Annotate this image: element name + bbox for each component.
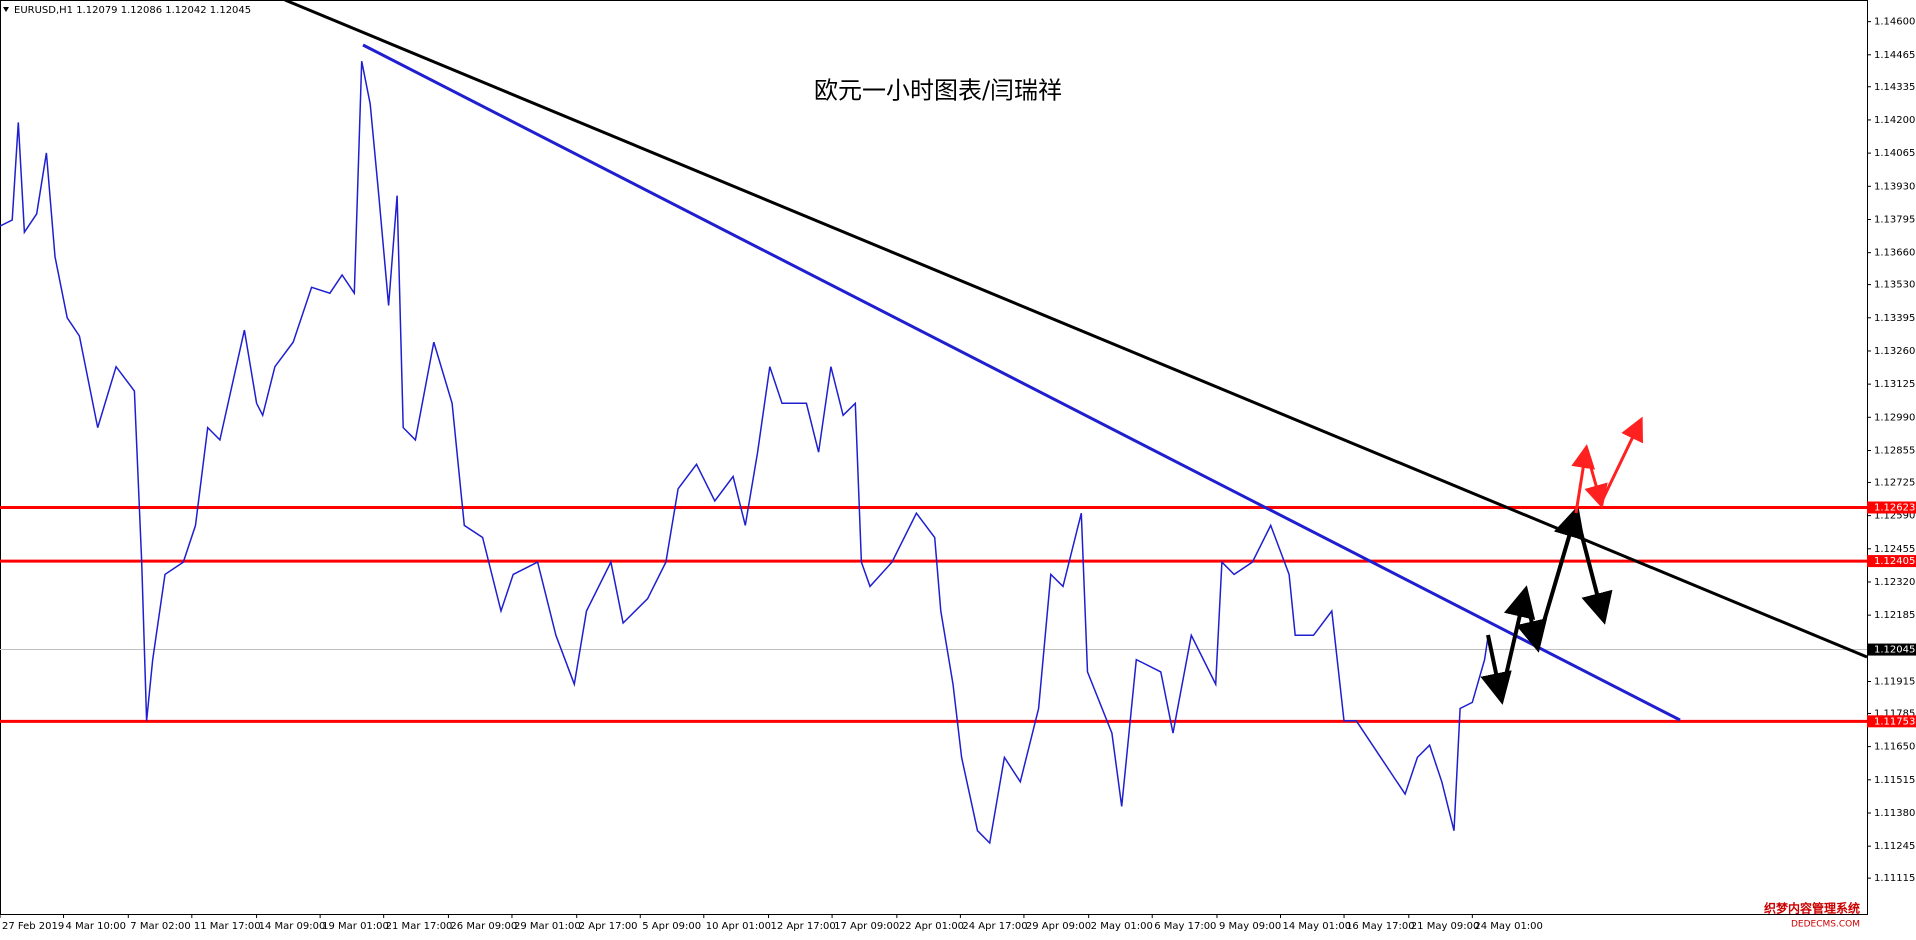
x-tick-label: 27 Feb 2019 <box>2 921 64 932</box>
price-tag-label: 1.12405 <box>1874 556 1915 567</box>
arrow <box>1584 449 1608 509</box>
price-tag <box>1867 715 1916 728</box>
x-tick-label: 12 Apr 17:00 <box>771 921 836 932</box>
y-tick-label: 1.11785 <box>1874 708 1915 719</box>
y-tick-label: 1.13660 <box>1874 248 1915 259</box>
y-tick-label: 1.13530 <box>1874 280 1915 291</box>
x-tick-label: 10 Apr 01:00 <box>706 921 771 932</box>
y-tick-label: 1.13930 <box>1874 181 1915 192</box>
arrow <box>1599 416 1644 504</box>
x-tick-label: 29 Apr 09:00 <box>1026 921 1091 932</box>
y-tick-label: 1.14065 <box>1874 148 1915 159</box>
x-tick-label: 2 Apr 17:00 <box>579 921 638 932</box>
y-tick-label: 1.14200 <box>1874 115 1915 126</box>
arrow <box>1499 585 1536 698</box>
x-tick-label: 19 Mar 01:00 <box>322 921 389 932</box>
x-tick-label: 21 Mar 17:00 <box>386 921 453 932</box>
x-tick-label: 14 May 01:00 <box>1283 921 1352 932</box>
y-tick-label: 1.14465 <box>1874 50 1915 61</box>
arrow <box>1574 512 1613 625</box>
symbol-icon <box>3 7 9 12</box>
x-tick-label: 6 May 17:00 <box>1154 921 1216 932</box>
arrow <box>1571 444 1596 514</box>
y-tick-label: 1.11245 <box>1874 841 1915 852</box>
x-tick-label: 29 Mar 01:00 <box>514 921 581 932</box>
x-tick-label: 24 Apr 17:00 <box>962 921 1027 932</box>
watermark: DEDECMS.COM <box>1791 920 1860 930</box>
y-tick-label: 1.12320 <box>1874 577 1915 588</box>
arrow <box>1480 634 1512 705</box>
price-tag-label: 1.12045 <box>1874 645 1915 656</box>
x-tick-label: 26 Mar 09:00 <box>450 921 517 932</box>
x-tick-label: 11 Mar 17:00 <box>194 921 261 932</box>
price-line <box>0 61 1489 845</box>
price-tag-label: 1.11753 <box>1874 716 1915 727</box>
watermark: 织梦内容管理系统 <box>1764 901 1860 916</box>
trend-line-blue <box>362 43 1681 722</box>
chart-title: 欧元一小时图表/闫瑞祥 <box>814 77 1062 105</box>
y-tick-label: 1.12185 <box>1874 610 1915 621</box>
y-tick-label: 1.13795 <box>1874 214 1915 225</box>
y-tick-label: 1.11515 <box>1874 775 1915 786</box>
x-tick-label: 16 May 17:00 <box>1346 921 1415 932</box>
x-tick-label: 4 Mar 10:00 <box>66 921 126 932</box>
x-tick-label: 21 May 09:00 <box>1411 921 1480 932</box>
price-tag <box>1867 501 1916 514</box>
arrow <box>1516 592 1548 653</box>
x-tick-label: 22 Apr 01:00 <box>899 921 964 932</box>
y-tick-label: 1.12455 <box>1874 544 1915 555</box>
y-tick-label: 1.14335 <box>1874 82 1915 93</box>
symbol-info: EURUSD,H1 1.12079 1.12086 1.12042 1.1204… <box>14 5 251 16</box>
y-tick-label: 1.11650 <box>1874 742 1915 753</box>
y-tick-label: 1.13260 <box>1874 346 1915 357</box>
price-tag-label: 1.12623 <box>1874 503 1915 514</box>
y-tick-label: 1.11115 <box>1874 873 1915 884</box>
plot-frame <box>0 0 1868 915</box>
price-tag <box>1867 555 1916 568</box>
arrow <box>1535 505 1585 646</box>
trend-line-black <box>284 0 1868 659</box>
y-tick-label: 1.13395 <box>1874 313 1915 324</box>
y-tick-label: 1.12725 <box>1874 477 1915 488</box>
y-tick-label: 1.14600 <box>1874 17 1915 28</box>
y-tick-label: 1.13125 <box>1874 379 1915 390</box>
price-tag <box>1867 643 1916 656</box>
y-tick-label: 1.11380 <box>1874 808 1915 819</box>
x-tick-label: 17 Apr 09:00 <box>834 921 899 932</box>
y-tick-label: 1.12590 <box>1874 511 1915 522</box>
y-tick-label: 1.12855 <box>1874 445 1915 456</box>
y-tick-label: 1.11915 <box>1874 677 1915 688</box>
x-tick-label: 7 Mar 02:00 <box>130 921 190 932</box>
x-tick-label: 5 Apr 09:00 <box>642 921 701 932</box>
x-tick-label: 24 May 01:00 <box>1474 921 1543 932</box>
x-tick-label: 9 May 09:00 <box>1219 921 1281 932</box>
x-tick-label: 2 May 01:00 <box>1091 921 1153 932</box>
x-tick-label: 14 Mar 09:00 <box>259 921 326 932</box>
y-tick-label: 1.12990 <box>1874 412 1915 423</box>
